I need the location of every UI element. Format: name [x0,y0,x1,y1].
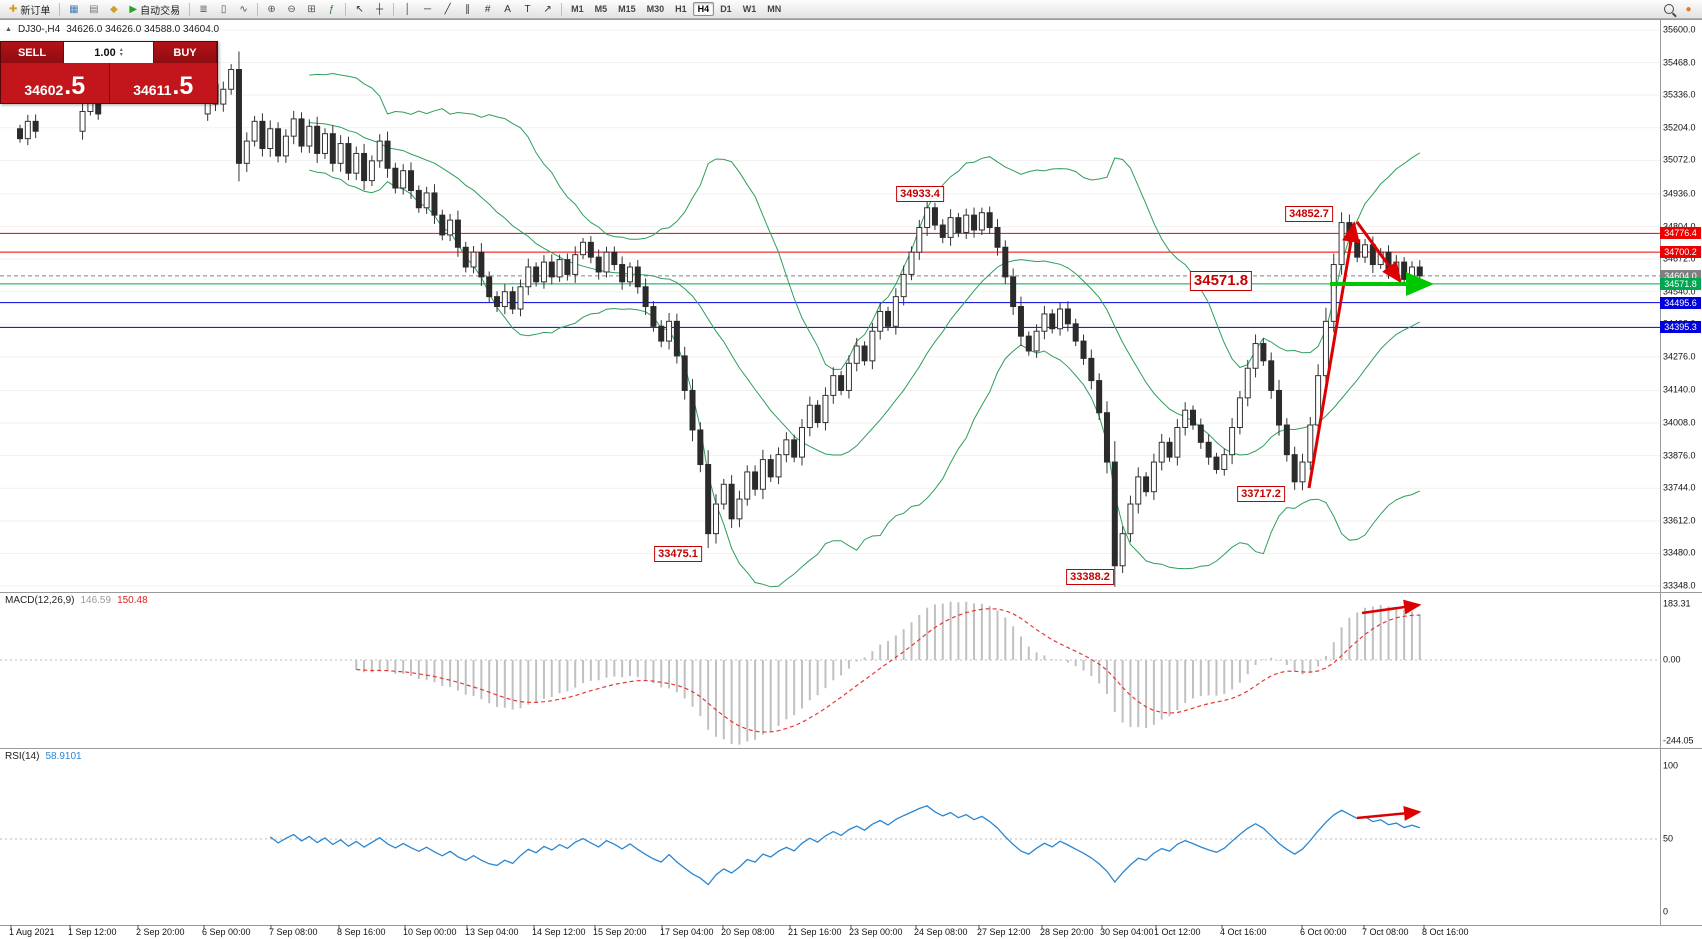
horizontal-line-icon[interactable]: ─ [424,3,432,15]
timeframe-h1[interactable]: H1 [675,4,687,14]
search-icon[interactable] [1659,1,1678,18]
volume-up-button[interactable]: ▴ [119,46,123,53]
toolbar-separator [189,2,191,16]
timeframe-w1[interactable]: W1 [742,4,757,14]
timeframe-m30[interactable]: M30 [646,4,665,14]
trendline-icon[interactable]: ╱ [444,3,451,15]
macd-direction-arrow[interactable] [1361,599,1422,615]
fibonacci-icon[interactable]: # [484,3,491,15]
symbol-ohlc-label[interactable]: ▲ DJ30-,H4 34626.0 34626.0 34588.0 34604… [5,24,219,35]
macd-indicator-label: MACD(12,26,9) 146.59 150.48 [5,595,148,606]
new-order-button[interactable]: ✚ 新订单 [4,2,55,17]
rally-up-arrow[interactable] [1307,221,1360,489]
toolbar: ✚ 新订单 ▦ ▤ ◆ ▶ 自动交易 ≣ ▯ ∿ ⊕ ⊖ ⊞ ƒ ↖ ┼ │ ─ ╱ ∥ # A T ↗ M1 M5 M15 M30 H… [0,0,1702,19]
label-icon[interactable]: T [524,3,531,15]
timeframe-m5[interactable]: M5 [594,4,608,14]
text-icon[interactable]: A [504,3,511,15]
line-chart-icon[interactable]: ∿ [239,3,248,15]
sell-button[interactable]: SELL [1,42,64,63]
vertical-line-icon[interactable]: │ [404,3,411,15]
rsi-direction-arrow[interactable] [1356,805,1422,821]
pullback-down-arrow[interactable] [1355,221,1402,284]
crosshair-icon[interactable]: ┼ [376,3,384,15]
autotrading-button[interactable]: ▶ 自动交易 [124,2,185,17]
toolbar-separator [257,2,259,16]
timeframe-m1[interactable]: M1 [571,4,584,14]
new-order-button-label: 新订单 [20,5,51,17]
new-chart-icon[interactable]: ▦ [69,3,79,15]
autotrading-button-label: 自动交易 [140,5,181,17]
price-divider [108,63,110,103]
alert-icon[interactable]: ◆ [110,3,118,15]
arrow-tools-icon[interactable]: ↗ [543,3,552,15]
ohlc-bars-icon[interactable]: ≣ [199,3,208,15]
timeframe-m15[interactable]: M15 [618,4,636,14]
toolbar-separator [345,2,347,16]
volume-field[interactable]: 1.00 ▴ ▾ [64,42,154,63]
one-click-trading-panel: SELL 1.00 ▴ ▾ BUY 34602.5 34611.5 [0,41,218,104]
rsi-indicator-label: RSI(14) 58.9101 [5,751,82,762]
new-order-icon: ✚ [9,3,18,15]
timeframe-h4[interactable]: H4 [692,2,715,16]
collapse-panel-icon[interactable]: ▲ [5,26,12,33]
zoom-out-icon[interactable]: ⊖ [287,3,296,15]
timeframe-d1[interactable]: D1 [720,4,732,14]
sell-price[interactable]: 34602.5 [24,72,86,100]
toolbar-separator [561,2,563,16]
volume-down-button[interactable]: ▾ [119,51,123,58]
autotrading-icon: ▶ [129,3,138,15]
toolbar-separator [59,2,61,16]
community-icon[interactable]: ● [1685,3,1692,15]
indicators-icon[interactable]: ƒ [328,3,335,15]
buy-price[interactable]: 34611.5 [133,72,194,100]
channel-icon[interactable]: ∥ [465,3,471,15]
buy-button[interactable]: BUY [154,42,217,63]
symbol-period-label: DJ30-,H4 [17,24,61,35]
candlestick-icon[interactable]: ▯ [220,3,227,15]
tile-windows-icon[interactable]: ⊞ [307,3,316,15]
timeframe-mn[interactable]: MN [767,4,782,14]
volume-value: 1.00 [94,46,116,59]
profiles-icon[interactable]: ▤ [89,3,99,15]
toolbar-separator [393,2,395,16]
ohlc-values: 34626.0 34626.0 34588.0 34604.0 [66,24,220,35]
zoom-in-icon[interactable]: ⊕ [267,3,276,15]
cursor-icon[interactable]: ↖ [355,3,364,15]
